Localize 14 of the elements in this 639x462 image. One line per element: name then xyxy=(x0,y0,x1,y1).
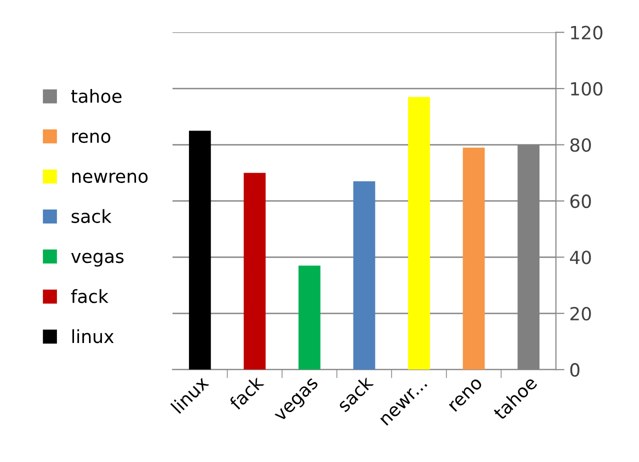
y-tick-label: 60 xyxy=(570,194,591,208)
legend-label: newreno xyxy=(72,172,148,184)
y-tick-label: 80 xyxy=(570,138,591,152)
y-tick-label: 100 xyxy=(571,82,602,96)
legend-label: sack xyxy=(72,209,112,224)
y-tick-label: 120 xyxy=(571,26,602,40)
y-tick-label: 0 xyxy=(570,363,580,377)
legend-label: reno xyxy=(72,132,110,143)
legend-label: fack xyxy=(71,289,108,304)
legend-label: linux xyxy=(72,329,114,344)
y-tick-label: 40 xyxy=(570,250,591,264)
legend-label: tahoe xyxy=(71,88,122,103)
y-tick-label: 20 xyxy=(570,306,591,321)
legend-label: vegas xyxy=(71,252,124,267)
